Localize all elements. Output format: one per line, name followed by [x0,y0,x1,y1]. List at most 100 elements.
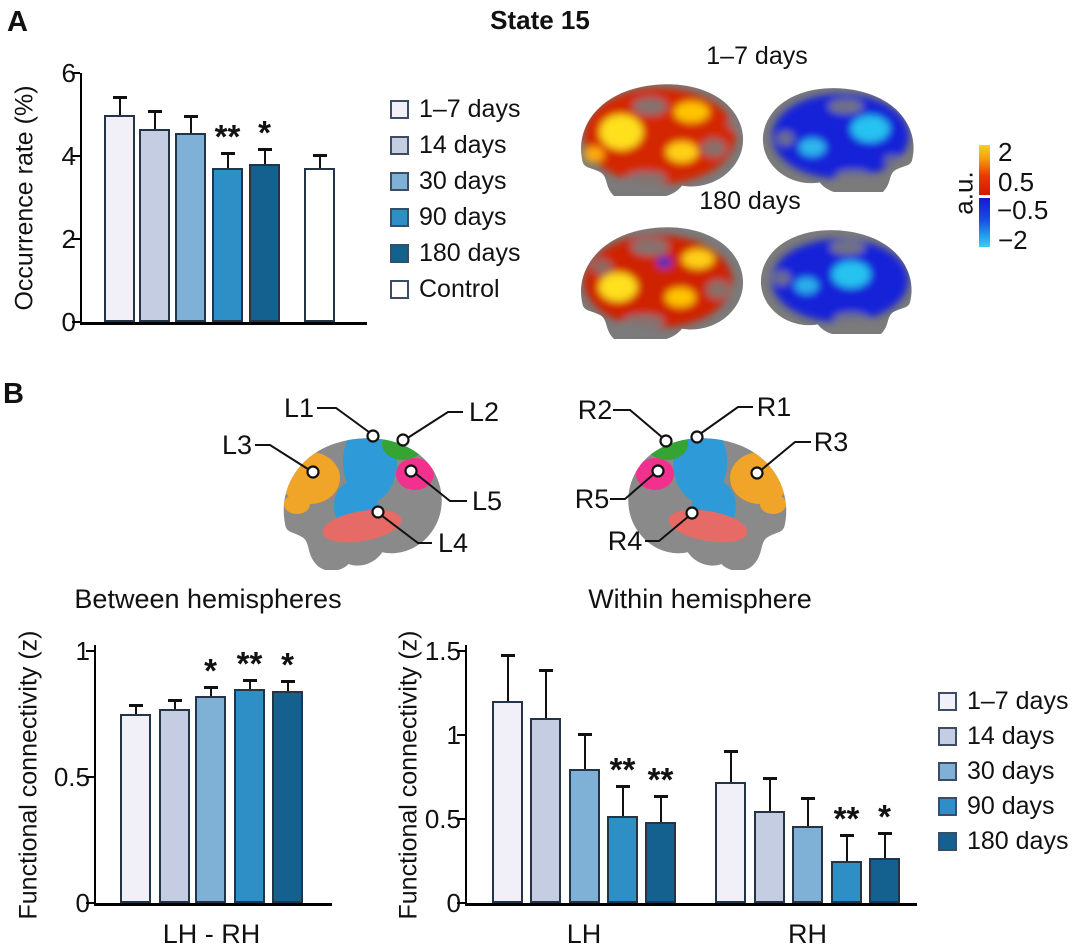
y-tick-label: 0 [61,307,76,337]
y-tick-label: 1 [446,720,461,750]
error-bar-cap [577,733,592,737]
error-bar [768,777,771,811]
error-bar-cap [183,114,198,118]
legend-label: 1–7 days [967,687,1069,715]
region-label-r4: R4 [608,526,643,556]
error-bar-cap [762,777,777,780]
legend-b-item: 1–7 days [938,687,1069,715]
legend-b-item: 30 days [938,757,1068,785]
error-bar-cap [147,110,162,114]
bar-1–7-days [492,701,523,903]
error-bar [318,153,321,169]
bar-Control [304,168,335,322]
condition-legend-panel-b: 1–7 days 14 days 30 days 90 days 180 days [938,687,1069,855]
legend-a-item: 14 days [390,131,520,159]
region-dots [306,429,418,519]
y-tick-label: 6 [61,58,76,88]
legend-swatch [938,796,957,816]
region-label-l2: L2 [469,397,499,427]
brain-map-hot-1-7-days [581,84,744,196]
x-group-label: LH - RH [162,919,261,945]
legend-label: 30 days [967,757,1055,785]
bar-180-days [645,822,676,903]
legend-label: Control [419,275,500,303]
error-bar [209,686,212,697]
error-bar-cap [280,679,295,683]
legend-label: 14 days [967,722,1055,750]
y-tick-mark [86,902,94,904]
error-bar-cap [128,703,143,707]
error-bar-cap [112,95,127,99]
error-bar-cap [800,797,815,801]
error-bar-cap [839,834,854,838]
legend-label: 180 days [967,827,1069,855]
y-tick-label: 4 [61,141,76,171]
bar-14-days [530,718,561,903]
region-label-r1: R1 [757,392,792,422]
significance-marker: * [204,652,217,690]
error-bar [845,834,848,861]
region-label-r3: R3 [814,427,849,457]
error-bar [263,147,266,165]
y-tick-mark [457,902,465,904]
colorbar-tick-neg-0-5: −0.5 [997,195,1049,225]
legend-swatch [390,99,409,119]
error-bar-cap [723,750,738,754]
legend-a-item: 180 days [390,239,521,267]
y-tick-label: 1.5 [424,636,461,666]
legend-swatch [390,135,409,155]
legend-label: 30 days [419,167,507,195]
error-bar [506,654,509,702]
bar-14-days [754,810,785,903]
brain-map-hot-180-days [581,227,744,339]
bar-90-days [607,815,638,903]
significance-marker: ** [236,644,263,682]
legend-swatch [390,243,409,263]
between-hemispheres-title: Between hemispheres [74,584,342,614]
legend-label: 180 days [419,239,521,267]
y-tick-mark [457,650,465,652]
bar-180-days [272,691,303,903]
error-bar [189,114,192,134]
error-bar [153,110,156,130]
bar-30-days [569,768,600,903]
legend-label: 90 days [967,792,1055,820]
bar-14-days [139,129,170,322]
y-tick-label: 0.5 [53,762,90,792]
bar-90-days [234,688,265,903]
legend-b-item: 180 days [938,827,1069,855]
bar-1–7-days [715,782,746,903]
region-label-l4: L4 [438,528,468,558]
y-tick-mark [72,238,80,240]
colorbar-tick-0-5: 0.5 [998,167,1035,197]
region-pointer-lines [255,407,467,544]
error-bar [583,733,586,769]
legend-swatch [938,726,957,746]
error-bar-cap [167,698,182,702]
error-bar [544,669,547,719]
legend-label: 14 days [419,131,507,159]
within-y-axis-label: Functional connectivity (z) [394,630,423,920]
y-tick-mark [457,734,465,736]
legend-a-item: 1–7 days [390,97,520,122]
error-bar-cap [653,795,668,799]
y-tick-label: 0 [75,888,90,918]
region-label-r5: R5 [575,484,610,514]
region-label-l5: L5 [472,486,502,516]
legend-swatch [390,171,409,191]
brain-map-cold-180-days [760,230,912,334]
error-bar-cap [538,669,553,673]
error-bar-cap [220,151,235,155]
legend-a-item: Control [390,275,520,303]
colorbar-unit-label: a.u. [948,171,979,215]
colorbar-tick-2: 2 [998,137,1013,167]
legend-swatch [938,831,957,851]
significance-marker: ** [647,761,674,799]
bar-30-days [195,696,226,903]
error-bar-cap [257,147,272,151]
y-tick-mark [457,818,465,820]
brain-row1-label: 1–7 days [706,42,808,70]
figure-title: State 15 [490,5,590,35]
bar-1–7-days [120,714,151,903]
between-y-axis-label: Functional connectivity (z) [14,630,43,920]
